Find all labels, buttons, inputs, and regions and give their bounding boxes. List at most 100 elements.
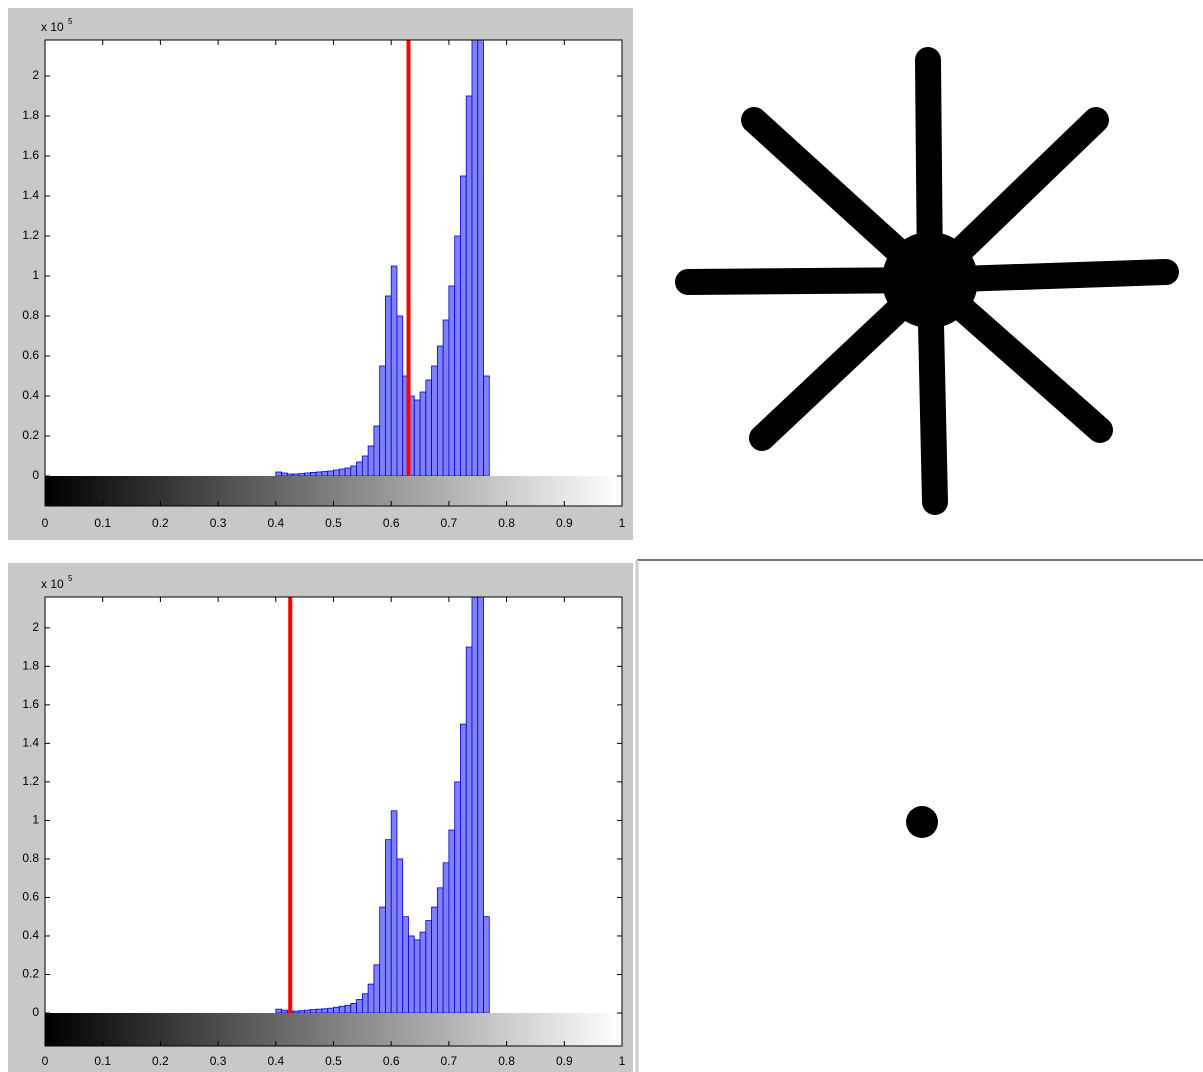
y-tick-label: 1.8: [22, 659, 39, 673]
y-tick-label: 2: [32, 68, 39, 82]
bar: [362, 456, 368, 476]
x-tick-label: 0.2: [152, 516, 169, 530]
y-tick-label: 2: [32, 620, 39, 634]
x-tick-label: 0.6: [383, 516, 400, 530]
x-tick-label: 0.5: [325, 516, 342, 530]
y-tick-label: 1.2: [22, 774, 39, 788]
bar: [322, 1009, 328, 1013]
y-tick-label: 1.2: [22, 228, 39, 242]
bar: [380, 366, 386, 476]
bar: [420, 392, 426, 476]
axis-multiplier-exponent: 5: [68, 574, 73, 583]
bar: [299, 1011, 305, 1013]
bar: [484, 917, 490, 1013]
bar: [351, 1003, 357, 1013]
bar: [472, 597, 478, 1013]
bar: [362, 994, 368, 1013]
bar: [426, 921, 432, 1013]
x-tick-label: 0.8: [498, 1054, 515, 1068]
axis-multiplier: x 10: [41, 577, 64, 591]
x-tick-label: 0.3: [210, 516, 227, 530]
axis-multiplier: x 10: [41, 20, 64, 34]
bar: [460, 724, 466, 1013]
bar: [426, 380, 432, 476]
y-tick-label: 0.6: [22, 348, 39, 362]
screen: 0 0.2 0.4 0.6 0.8 1 1.2 1.4 1.6 1.8 2 0 0.1 0.2 0.3 0.4…: [0, 0, 1203, 1072]
bar: [385, 840, 391, 1013]
bar: [374, 965, 380, 1013]
x-tick-label: 0.9: [556, 516, 573, 530]
bar: [357, 1000, 363, 1013]
x-tick-label: 0: [42, 1054, 49, 1068]
bar: [449, 286, 455, 476]
axis-multiplier-exponent: 5: [68, 17, 73, 26]
bar: [432, 366, 438, 476]
x-tick-label: 0.4: [267, 516, 284, 530]
bar: [334, 470, 340, 476]
x-tick-label: 0.1: [94, 516, 111, 530]
bar: [305, 473, 311, 476]
y-tick-label: 1.6: [22, 148, 39, 162]
y-tick-label: 1.4: [22, 736, 39, 750]
bar: [282, 473, 288, 476]
bar: [310, 1010, 316, 1013]
bar: [403, 917, 409, 1013]
bar: [391, 266, 397, 476]
bar: [391, 811, 397, 1013]
bar: [432, 907, 438, 1013]
bar: [293, 1011, 299, 1013]
star-image: [688, 60, 1166, 502]
bar: [455, 236, 461, 476]
x-tick-label: 0.3: [210, 1054, 227, 1068]
bar: [345, 1005, 351, 1013]
bar: [305, 1010, 311, 1013]
y-tick-label: 1.6: [22, 697, 39, 711]
y-tick-label: 0.2: [22, 967, 39, 981]
y-tick-label: 1.4: [22, 188, 39, 202]
x-tick-label: 1: [619, 1054, 626, 1068]
bar: [460, 176, 466, 476]
y-tick-label: 1: [32, 268, 39, 282]
bar: [380, 907, 386, 1013]
bar: [437, 888, 443, 1013]
bar: [368, 984, 374, 1013]
bar: [397, 859, 403, 1013]
bar: [322, 472, 328, 476]
x-tick-label: 0.1: [94, 1054, 111, 1068]
y-tick-label: 0.8: [22, 851, 39, 865]
y-tick-label: 0.6: [22, 890, 39, 904]
plot-area: [45, 40, 622, 506]
bar: [293, 474, 299, 476]
x-tick-label: 0.4: [267, 1054, 284, 1068]
x-tick-label: 0.8: [498, 516, 515, 530]
bar: [478, 40, 484, 476]
bar: [443, 863, 449, 1013]
bar: [414, 940, 420, 1013]
bar: [351, 466, 357, 476]
bar: [443, 320, 449, 476]
x-tick-label: 0.7: [441, 1054, 458, 1068]
bar: [409, 936, 415, 1013]
bar: [339, 469, 345, 476]
x-tick-label: 0.6: [383, 1054, 400, 1068]
x-tick-label: 0: [42, 516, 49, 530]
bar: [368, 446, 374, 476]
bar: [472, 40, 478, 476]
y-tick-label: 0.8: [22, 308, 39, 322]
bar: [357, 462, 363, 476]
bar: [374, 426, 380, 476]
bar: [334, 1007, 340, 1013]
bar: [484, 376, 490, 476]
bar: [287, 474, 293, 476]
bar: [310, 472, 316, 476]
bar: [316, 472, 322, 476]
bar: [397, 316, 403, 476]
bar: [276, 1009, 282, 1013]
x-tick-label: 0.5: [325, 1054, 342, 1068]
plot-area: [45, 597, 622, 1046]
x-tick-label: 0.7: [441, 516, 458, 530]
bar: [414, 400, 420, 476]
bar: [339, 1006, 345, 1013]
